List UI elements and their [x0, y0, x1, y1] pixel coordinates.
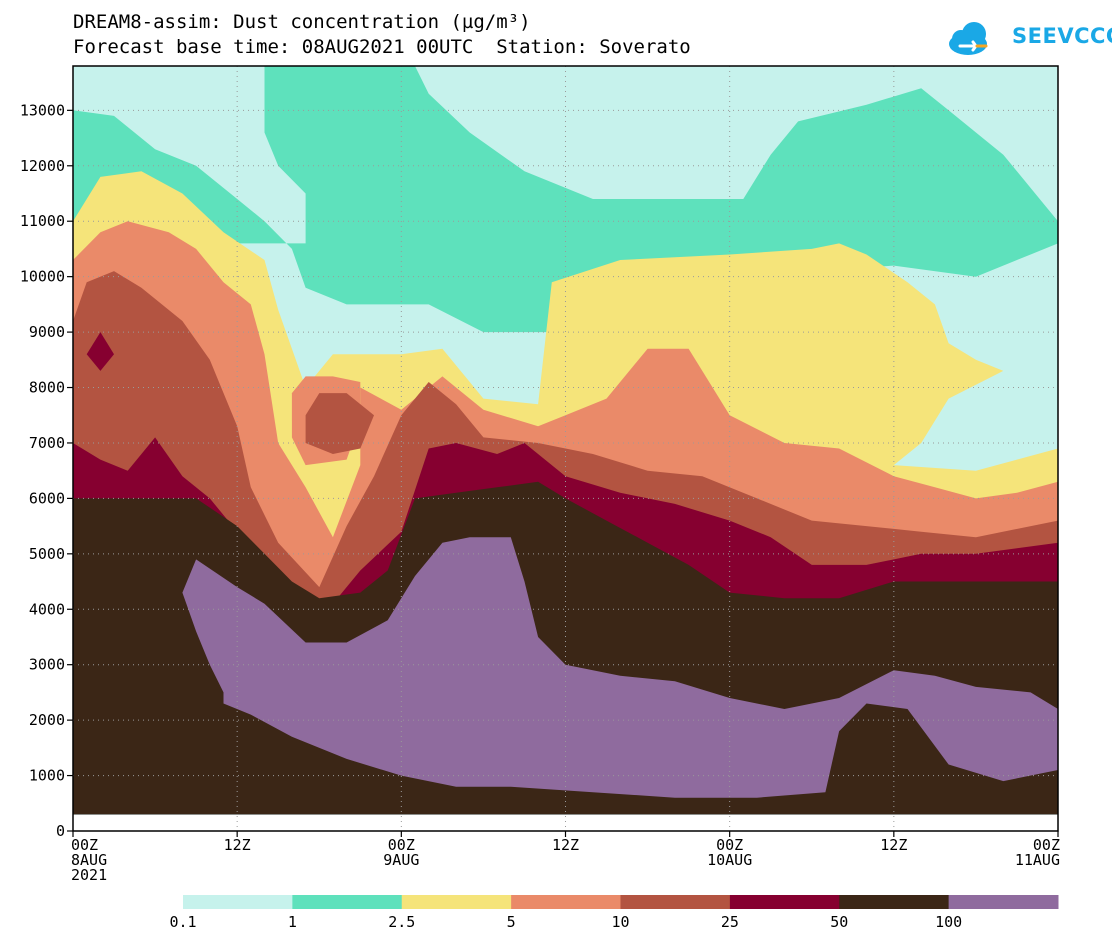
y-tick-label: 7000 — [29, 434, 65, 452]
legend-label: 5 — [507, 913, 516, 931]
y-tick-label: 10000 — [20, 268, 65, 286]
legend-label: 50 — [830, 913, 848, 931]
legend-label: 1 — [288, 913, 297, 931]
y-tick-label: 11000 — [20, 212, 65, 230]
x-tick-label: 00Z — [388, 836, 415, 854]
y-tick-label: 1000 — [29, 767, 65, 785]
seevccc-logo — [949, 22, 988, 55]
y-tick-label: 8000 — [29, 379, 65, 397]
cloud-icon — [949, 22, 988, 55]
band-level-4-5 — [305, 393, 374, 454]
legend-label: 2.5 — [388, 913, 415, 931]
y-tick-label: 0 — [56, 822, 65, 840]
x-tick-label: 12Z — [552, 836, 579, 854]
legend-swatch — [839, 895, 950, 909]
y-tick-label: 4000 — [29, 600, 65, 618]
y-axis: 0 1000 2000 3000 4000 5000 6000 7000 8000 9000 100… — [20, 101, 73, 840]
ground-mask — [73, 815, 1058, 831]
legend-swatch — [292, 895, 403, 909]
y-tick-label: 6000 — [29, 489, 65, 507]
x-tick-label: 8AUG — [71, 851, 107, 869]
grid-lines — [73, 66, 1058, 831]
legend-swatch — [729, 895, 840, 909]
y-tick-label: 5000 — [29, 545, 65, 563]
legend-swatch — [183, 895, 293, 909]
x-tick-label: 2021 — [71, 866, 107, 884]
x-tick-label: 12Z — [224, 836, 251, 854]
legend-swatch — [511, 895, 621, 909]
band-level-1-0 — [73, 66, 1058, 371]
legend: 0.1 1 2.5 5 10 25 50 100 — [169, 895, 1059, 931]
x-tick-label: 9AUG — [383, 851, 419, 869]
x-tick-label: 11AUG — [1015, 851, 1060, 869]
x-tick-label: 12Z — [880, 836, 907, 854]
legend-swatch — [620, 895, 731, 909]
chart-subtitle: Forecast base time: 08AUG2021 00UTC Stat… — [73, 36, 691, 58]
x-tick-label: 00Z — [71, 836, 98, 854]
band-level-7-9 — [182, 537, 1058, 798]
legend-label: 25 — [721, 913, 739, 931]
y-tick-label: 2000 — [29, 711, 65, 729]
y-tick-label: 3000 — [29, 656, 65, 674]
chart-title: DREAM8-assim: Dust concentration (µg/m³) — [73, 11, 531, 33]
x-tick-label: 00Z — [716, 836, 743, 854]
band-level-5-6 — [86, 332, 114, 371]
logo-text: SEEVCCC — [1012, 24, 1112, 48]
legend-label: 0.1 — [169, 913, 196, 931]
concentration-bands — [73, 66, 1058, 831]
legend-label: 10 — [611, 913, 629, 931]
legend-label: 100 — [935, 913, 962, 931]
legend-swatch — [948, 895, 1059, 909]
x-tick-label: 10AUG — [707, 851, 752, 869]
x-tick-label: 00Z — [1033, 836, 1060, 854]
legend-swatch — [401, 895, 512, 909]
y-tick-label: 9000 — [29, 323, 65, 341]
y-tick-label: 13000 — [20, 101, 65, 119]
y-tick-label: 12000 — [20, 157, 65, 175]
